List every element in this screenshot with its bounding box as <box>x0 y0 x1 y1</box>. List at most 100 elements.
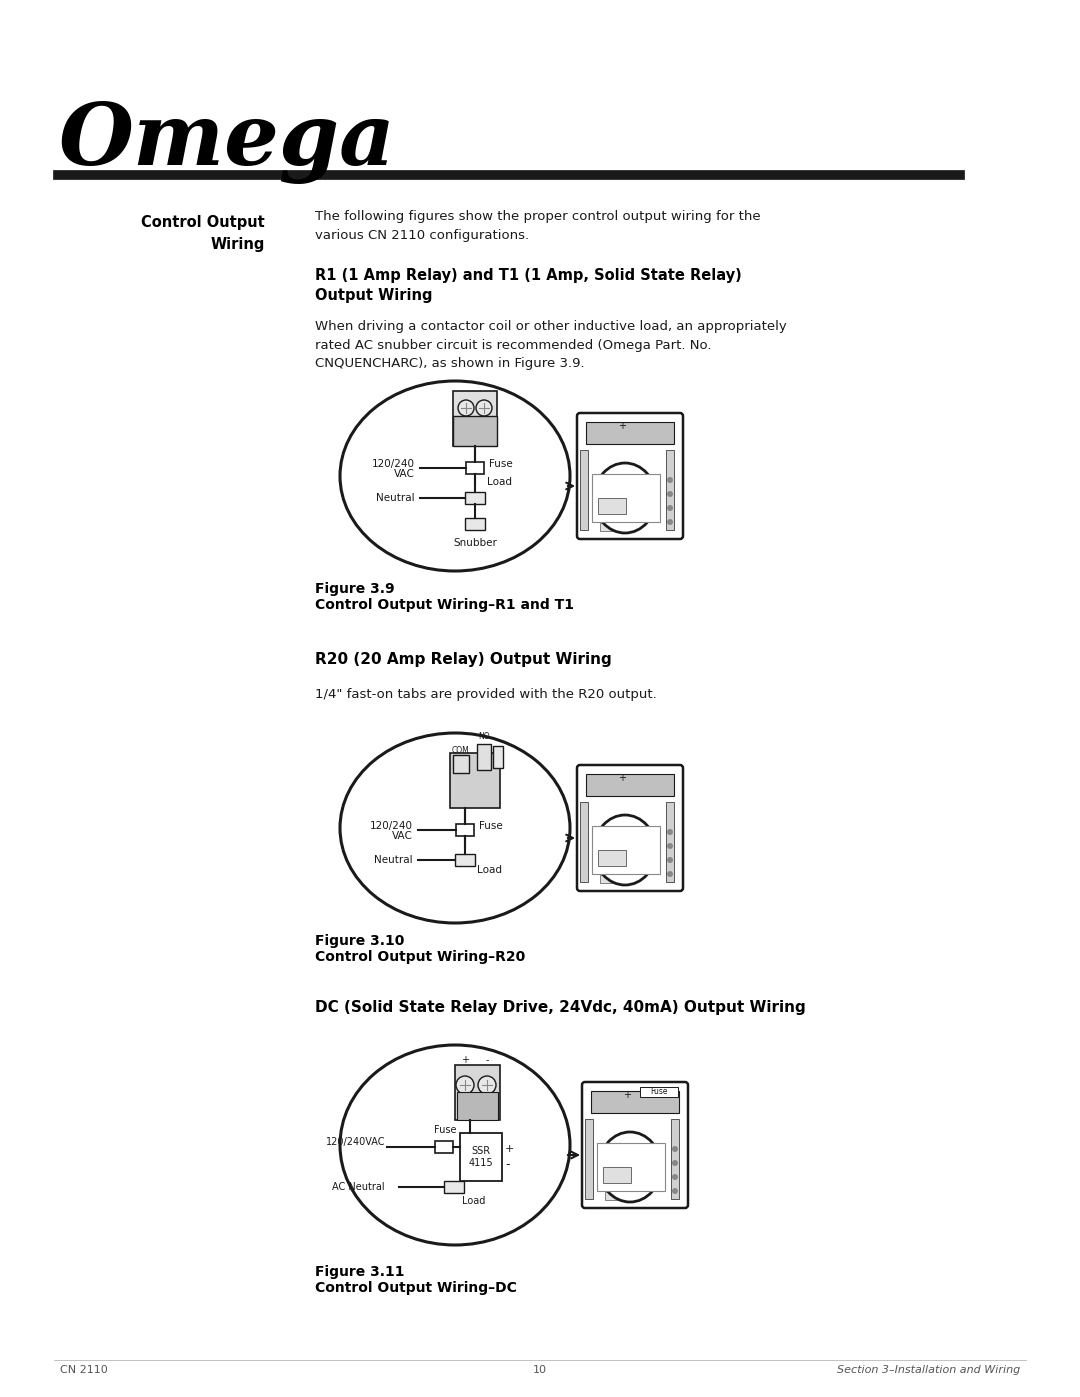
Text: Section 3–Installation and Wiring: Section 3–Installation and Wiring <box>837 1365 1020 1375</box>
Text: R1 (1 Amp Relay) and T1 (1 Amp, Solid State Relay)
Output Wiring: R1 (1 Amp Relay) and T1 (1 Amp, Solid St… <box>315 268 742 303</box>
Bar <box>455 1065 500 1120</box>
Circle shape <box>667 870 673 877</box>
Text: Neutral: Neutral <box>376 493 415 503</box>
Bar <box>465 492 485 504</box>
Text: Fuse: Fuse <box>480 821 503 831</box>
Text: 120/240VAC: 120/240VAC <box>325 1137 384 1147</box>
Bar <box>492 746 503 768</box>
Circle shape <box>672 1160 678 1166</box>
Bar <box>585 1119 593 1199</box>
Text: When driving a contactor coil or other inductive load, an appropriately
rated AC: When driving a contactor coil or other i… <box>315 320 786 370</box>
Circle shape <box>667 504 673 511</box>
Text: Control Output Wiring–DC: Control Output Wiring–DC <box>315 1281 517 1295</box>
Bar <box>591 1091 679 1113</box>
Bar <box>580 450 588 529</box>
Circle shape <box>667 856 673 863</box>
Circle shape <box>667 476 673 483</box>
Bar <box>477 745 491 770</box>
Text: +: + <box>461 1055 469 1065</box>
Text: 1/4" fast-on tabs are provided with the R20 output.: 1/4" fast-on tabs are provided with the … <box>315 687 657 701</box>
Bar <box>456 824 474 835</box>
Circle shape <box>672 1146 678 1153</box>
Text: Neutral: Neutral <box>375 855 413 865</box>
Bar <box>598 497 626 514</box>
Circle shape <box>667 520 673 525</box>
Bar <box>598 849 626 866</box>
FancyBboxPatch shape <box>577 414 683 539</box>
Bar <box>435 1141 453 1153</box>
Text: Figure 3.10: Figure 3.10 <box>315 935 404 949</box>
Ellipse shape <box>594 462 656 534</box>
Bar <box>580 802 588 882</box>
Text: Load: Load <box>477 865 502 875</box>
Bar <box>460 1133 502 1180</box>
Circle shape <box>672 1173 678 1180</box>
Text: -: - <box>505 1158 510 1172</box>
Text: Omega: Omega <box>58 101 395 183</box>
Bar <box>465 518 485 529</box>
Text: The following figures show the proper control output wiring for the
various CN 2: The following figures show the proper co… <box>315 210 760 242</box>
Bar <box>453 391 497 446</box>
Circle shape <box>456 1076 474 1094</box>
Ellipse shape <box>340 1045 570 1245</box>
Text: Control Output Wiring–R1 and T1: Control Output Wiring–R1 and T1 <box>315 598 573 612</box>
Text: CN 2110: CN 2110 <box>60 1365 108 1375</box>
Text: +: + <box>623 1090 631 1099</box>
Text: +: + <box>618 420 626 432</box>
Text: 10: 10 <box>534 1365 546 1375</box>
Text: Control Output
Wiring: Control Output Wiring <box>141 215 265 253</box>
Text: +: + <box>505 1144 514 1154</box>
Bar <box>605 1192 631 1200</box>
Text: AC Neutral: AC Neutral <box>333 1182 384 1192</box>
Text: R20 (20 Amp Relay) Output Wiring: R20 (20 Amp Relay) Output Wiring <box>315 652 611 666</box>
Circle shape <box>476 400 492 416</box>
Bar <box>592 826 660 875</box>
Text: NO: NO <box>478 732 490 740</box>
Text: VAC: VAC <box>394 469 415 479</box>
Text: Load: Load <box>487 476 512 488</box>
Bar <box>666 802 674 882</box>
Bar <box>597 1143 665 1192</box>
Text: COM: COM <box>453 746 470 754</box>
Ellipse shape <box>340 733 570 923</box>
Text: Load: Load <box>462 1196 485 1206</box>
Circle shape <box>667 490 673 497</box>
Text: Figure 3.11: Figure 3.11 <box>315 1266 405 1280</box>
Bar <box>600 522 626 531</box>
Bar <box>450 753 500 807</box>
Ellipse shape <box>599 1132 661 1201</box>
Bar <box>600 875 626 883</box>
Bar <box>453 416 497 446</box>
Bar <box>640 1087 678 1097</box>
Bar <box>465 462 484 474</box>
Circle shape <box>672 1187 678 1194</box>
Bar <box>586 774 674 796</box>
Text: +: + <box>618 773 626 782</box>
Text: Control Output Wiring–R20: Control Output Wiring–R20 <box>315 950 525 964</box>
Text: VAC: VAC <box>392 831 413 841</box>
Circle shape <box>667 828 673 835</box>
Text: SSR
4115: SSR 4115 <box>469 1146 494 1168</box>
Ellipse shape <box>340 381 570 571</box>
Text: 120/240: 120/240 <box>372 460 415 469</box>
Text: -: - <box>485 1055 489 1065</box>
Bar <box>455 854 475 866</box>
Text: 120/240: 120/240 <box>370 821 413 831</box>
Bar <box>444 1180 464 1193</box>
Text: Figure 3.9: Figure 3.9 <box>315 583 394 597</box>
Bar <box>586 422 674 444</box>
Bar <box>671 1119 679 1199</box>
Bar <box>457 1092 498 1120</box>
Bar <box>453 754 469 773</box>
Ellipse shape <box>594 814 656 886</box>
Circle shape <box>458 400 474 416</box>
Bar <box>666 450 674 529</box>
FancyBboxPatch shape <box>582 1083 688 1208</box>
FancyBboxPatch shape <box>577 766 683 891</box>
Text: Fuse: Fuse <box>650 1087 667 1097</box>
Circle shape <box>667 842 673 849</box>
Text: DC (Solid State Relay Drive, 24Vdc, 40mA) Output Wiring: DC (Solid State Relay Drive, 24Vdc, 40mA… <box>315 1000 806 1016</box>
Bar <box>603 1166 631 1183</box>
Text: Fuse: Fuse <box>434 1125 456 1134</box>
Text: Snubber: Snubber <box>454 538 497 548</box>
